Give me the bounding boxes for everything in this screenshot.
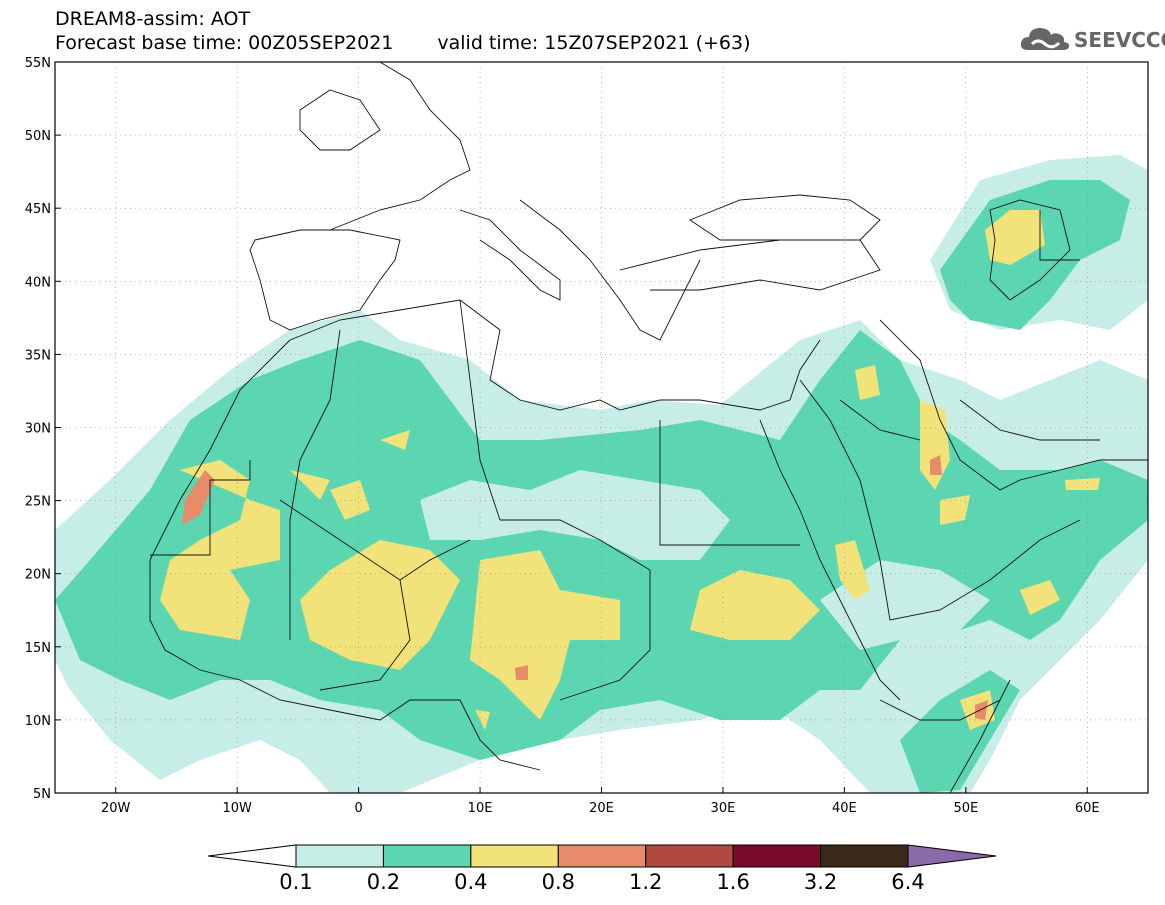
colorbar-segment <box>382 844 472 868</box>
colorbar-segment <box>557 844 647 868</box>
graticule <box>55 62 1148 793</box>
lat-label: 40N <box>25 275 51 290</box>
colorbar-low-arrow <box>207 844 297 868</box>
map-title: DREAM8-assim: AOT <box>55 8 251 30</box>
forecast-times: Forecast base time: 00Z05SEP2021 valid ti… <box>55 32 751 54</box>
colorbar-label: 0.1 <box>279 870 313 894</box>
colorbar-label: 0.2 <box>366 870 401 894</box>
colorbar-label: 0.4 <box>454 870 488 894</box>
seevccc-logo: SEEVCCC <box>1018 22 1165 58</box>
colorbar-label: 0.8 <box>541 870 575 894</box>
aot-band-0.4 <box>160 210 1100 730</box>
lon-label: 40E <box>832 801 857 816</box>
lat-label: 5N <box>33 787 51 802</box>
lon-label: 0 <box>354 801 362 816</box>
colorbar-high-arrow <box>907 844 997 868</box>
aot-map: 55N 50N 45N 40N 35N 30N 25N 20N 15N 10N 5N 20W 10W 0… <box>25 56 1149 816</box>
lat-label: 10N <box>25 714 51 729</box>
lat-label: 35N <box>25 348 51 363</box>
colorbar-segment <box>732 844 822 868</box>
colorbar-label: 6.4 <box>891 870 925 894</box>
axis-ticks <box>55 61 1088 794</box>
lat-label: 45N <box>25 202 51 217</box>
longitude-labels: 20W 10W 0 10E 20E 30E 40E 50E 60E <box>101 801 1100 816</box>
lat-label: 25N <box>25 495 51 510</box>
base-time: Forecast base time: 00Z05SEP2021 <box>55 32 394 54</box>
aot-band-0.8 <box>182 455 988 720</box>
colorbar-segment <box>295 844 384 868</box>
lat-label: 55N <box>25 56 51 71</box>
lon-label: 60E <box>1075 801 1100 816</box>
cloud-icon <box>1020 28 1070 50</box>
lon-label: 10E <box>468 801 493 816</box>
logo-text: SEEVCCC <box>1074 28 1165 52</box>
lon-label: 50E <box>953 801 978 816</box>
colorbar-label: 1.6 <box>716 870 750 894</box>
coastlines <box>149 62 1148 793</box>
lat-label: 20N <box>25 568 51 583</box>
colorbar-segment <box>645 844 734 868</box>
colorbar-label: 3.2 <box>803 870 838 894</box>
lat-label: 15N <box>25 641 51 656</box>
lon-label: 10W <box>222 801 252 816</box>
lat-label: 30N <box>25 422 51 437</box>
lon-label: 20E <box>589 801 614 816</box>
latitude-labels: 55N 50N 45N 40N 35N 30N 25N 20N 15N 10N 5N <box>25 56 51 802</box>
lon-label: 20W <box>101 801 131 816</box>
colorbar-label: 1.2 <box>629 870 663 894</box>
lat-label: 50N <box>25 129 51 144</box>
aot-band-0.2 <box>55 330 1148 760</box>
aot-band-0.2 <box>940 180 1130 330</box>
lon-label: 30E <box>711 801 736 816</box>
colorbar-segment <box>820 844 909 868</box>
colorbar <box>207 844 997 868</box>
valid-time: valid time: 15Z07SEP2021 (+63) <box>437 32 751 54</box>
colorbar-segment <box>470 844 559 868</box>
